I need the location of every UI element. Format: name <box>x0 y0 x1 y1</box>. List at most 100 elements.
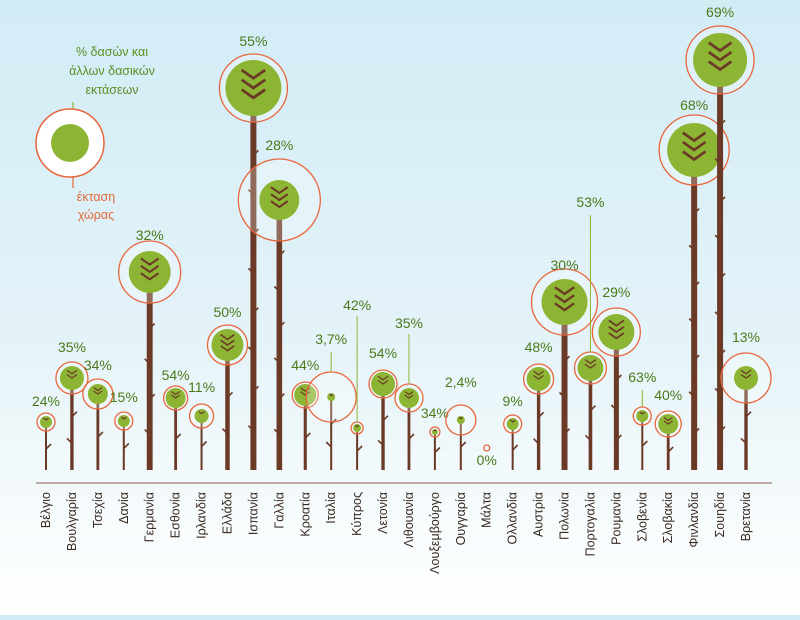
tree-13: 42% Κύπρος <box>343 297 371 536</box>
crown-branch <box>240 88 266 100</box>
tree-branch-stub <box>693 208 700 215</box>
tree-branch-stub <box>304 432 311 439</box>
crown-branch <box>707 50 733 62</box>
category-label: Κύπρος <box>350 492 364 536</box>
data-label: 13% <box>732 329 760 345</box>
tree-7: 11% Ιρλανδία <box>188 379 215 539</box>
tree-trunk <box>536 371 541 470</box>
legend-forest-label-line-2: άλλων δασικών <box>69 64 155 78</box>
crown-branch <box>377 375 389 381</box>
data-label: 32% <box>136 227 164 243</box>
crown-branch <box>554 286 575 296</box>
tree-branch-stub <box>356 445 363 452</box>
tree-branch-stub <box>247 267 254 274</box>
tree-8: 50% Ελλάδα <box>206 304 249 534</box>
crown-branch <box>682 140 707 152</box>
crown-disc <box>40 416 52 428</box>
tree-27: 69% Σουηδία <box>685 4 755 537</box>
crown-branch <box>533 370 544 376</box>
category-label: Ουγγαρία <box>454 492 468 545</box>
tree-branch-stub <box>558 391 566 399</box>
data-label: 44% <box>291 357 319 373</box>
data-label: 48% <box>525 339 553 355</box>
tree-26: 68% Φινλανδία <box>658 97 730 548</box>
tree-branch-stub <box>615 434 622 441</box>
tree-trunk <box>122 417 125 470</box>
category-label: Ισπανία <box>246 492 260 535</box>
tree-trunk <box>459 417 462 470</box>
crown-branch <box>740 373 752 379</box>
crown-branch <box>220 345 235 352</box>
crown-branch <box>639 411 646 415</box>
tree-branch-stub <box>719 349 726 356</box>
tree-branch-stub <box>66 437 73 444</box>
tree-branch-stub <box>740 437 747 444</box>
tree-branch-stub <box>688 391 695 398</box>
tree-branch-stub <box>693 281 700 288</box>
crown-branch <box>707 41 733 53</box>
crown-branch <box>198 411 205 415</box>
tree-6: 54% Εσθονία <box>162 367 190 538</box>
tree-branch-stub <box>97 431 104 438</box>
data-label: 3,7% <box>315 331 347 347</box>
tree-22: 53% Πορτογαλία <box>573 194 608 556</box>
tree-branch-stub <box>719 196 726 203</box>
crown-branch <box>171 394 181 399</box>
category-label: Κροατία <box>298 492 312 537</box>
crown-branch <box>300 387 311 392</box>
crown-branch <box>220 334 235 341</box>
crown-branch <box>377 379 389 385</box>
tree-trunk <box>70 370 74 470</box>
tree-branch-stub <box>252 385 259 392</box>
crown-branch <box>140 272 160 281</box>
crown-branch <box>682 131 707 143</box>
tree-23: 29% Ρουμανία <box>591 284 642 545</box>
tree-branch-stub <box>149 322 156 329</box>
tree-trunk <box>407 391 411 470</box>
tree-branch-stub <box>273 285 280 292</box>
data-label: 15% <box>110 389 138 405</box>
data-label: 34% <box>421 405 449 421</box>
tree-28: 13% Βρετανία <box>720 329 772 541</box>
tree-branch-stub <box>460 441 467 448</box>
crown-branch <box>533 374 544 380</box>
tree-branch-stub <box>719 426 726 433</box>
tree-branch-stub <box>610 404 617 411</box>
category-label: Ρουμανία <box>609 492 623 545</box>
category-label: Τσεχία <box>91 492 105 528</box>
category-label: Ιρλανδία <box>195 492 209 539</box>
tree-branch-stub <box>149 393 156 400</box>
tree-branch-stub <box>71 411 78 418</box>
legend-area-label-line-1: έκταση <box>77 190 116 204</box>
data-label: 24% <box>32 393 60 409</box>
tree-branch-stub <box>247 425 254 432</box>
category-label: Ολλανδία <box>506 492 520 544</box>
crown-branch <box>120 416 127 420</box>
tree-branch-stub <box>45 443 52 450</box>
tree-trunk <box>45 418 47 470</box>
legend-forest-disc <box>51 124 89 162</box>
crown-branch <box>171 391 181 396</box>
crown-branch <box>43 417 49 421</box>
tree-18: 0% Μάλτα <box>477 444 497 528</box>
crown-branch <box>270 186 289 195</box>
category-label: Λουξεμβούργο <box>428 492 442 574</box>
data-label: 63% <box>628 369 656 385</box>
data-label: 35% <box>58 339 86 355</box>
tree-trunk <box>356 425 359 470</box>
tree-17: 2,4% Ουγγαρία <box>445 374 477 545</box>
tree-branch-stub <box>278 393 285 400</box>
crown-branch <box>140 257 160 266</box>
tree-branch-stub <box>144 358 151 365</box>
tree-branch-stub <box>533 438 540 445</box>
data-label: 40% <box>654 387 682 403</box>
tree-2: 35% Βουλγαρία <box>55 339 89 551</box>
crown-branch <box>740 369 752 375</box>
data-label: 69% <box>706 4 734 20</box>
crown-branch <box>458 416 463 420</box>
category-label: Λετονία <box>376 492 390 534</box>
category-label: Λιθουανία <box>402 492 416 547</box>
tree-10: 28% Γαλλία <box>237 137 321 529</box>
tree-branch-stub <box>745 411 752 418</box>
tree-trunk <box>96 387 100 470</box>
